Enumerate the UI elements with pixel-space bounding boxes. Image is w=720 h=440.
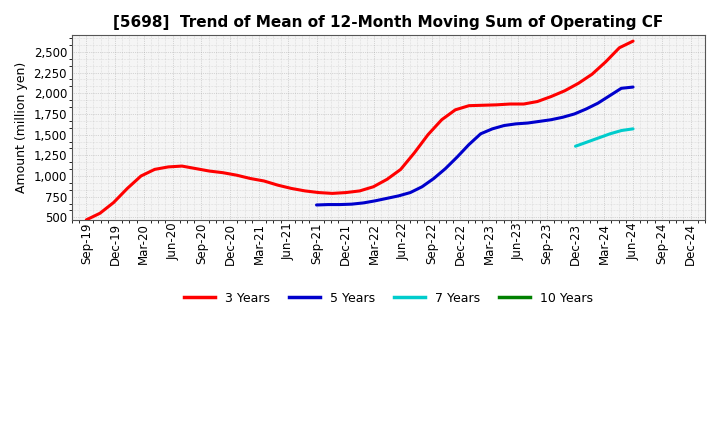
Legend: 3 Years, 5 Years, 7 Years, 10 Years: 3 Years, 5 Years, 7 Years, 10 Years bbox=[179, 286, 598, 310]
Y-axis label: Amount (million yen): Amount (million yen) bbox=[15, 62, 28, 193]
Title: [5698]  Trend of Mean of 12-Month Moving Sum of Operating CF: [5698] Trend of Mean of 12-Month Moving … bbox=[113, 15, 664, 30]
